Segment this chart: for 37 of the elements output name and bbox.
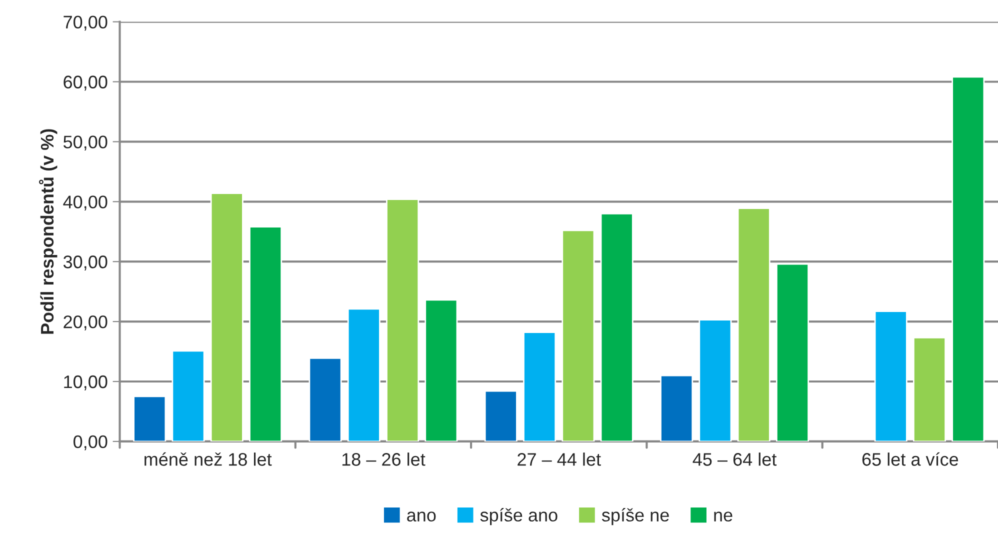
legend-label: spíše ne — [602, 508, 669, 526]
legend-label: ne — [714, 512, 732, 522]
bar — [308, 357, 342, 442]
y-tick-label: 70,00 — [64, 16, 108, 31]
x-tick-label: 45 – 64 let — [692, 452, 777, 466]
bar — [484, 390, 518, 442]
y-tick-label: 30,00 — [63, 256, 108, 270]
y-tick-label: 10,00 — [64, 375, 108, 390]
x-tick-label: 65 let a více — [862, 452, 958, 466]
y-tick-label: 20,00 — [64, 315, 108, 330]
y-tick-label: 50,00 — [64, 136, 108, 151]
bar — [172, 350, 205, 442]
bar — [562, 230, 595, 442]
bar — [133, 396, 166, 442]
bar — [660, 374, 694, 442]
bar — [776, 263, 809, 442]
bar — [874, 310, 908, 442]
bar — [698, 319, 732, 442]
bar — [912, 337, 946, 442]
bar — [347, 308, 380, 442]
y-tick-label: 40,00 — [63, 196, 108, 211]
x-tick-label: 18 – 26 let — [342, 452, 426, 466]
bar — [952, 76, 985, 442]
bar — [600, 212, 634, 442]
bar — [737, 208, 770, 442]
bar — [386, 198, 420, 442]
x-tick-label: 27 – 44 let — [518, 452, 601, 466]
legend-label: spíše ano — [480, 508, 558, 526]
bar — [523, 332, 556, 442]
x-tick-label: méně než 18 let — [144, 452, 272, 466]
legend-label: ano — [407, 512, 436, 522]
bar — [249, 226, 282, 442]
y-axis-title: Podíl respondentů (v %) — [38, 129, 58, 334]
y-tick-label: 60,00 — [64, 76, 108, 91]
bar — [424, 299, 458, 442]
y-tick-label: 0,00 — [74, 435, 108, 450]
bar — [210, 192, 244, 442]
